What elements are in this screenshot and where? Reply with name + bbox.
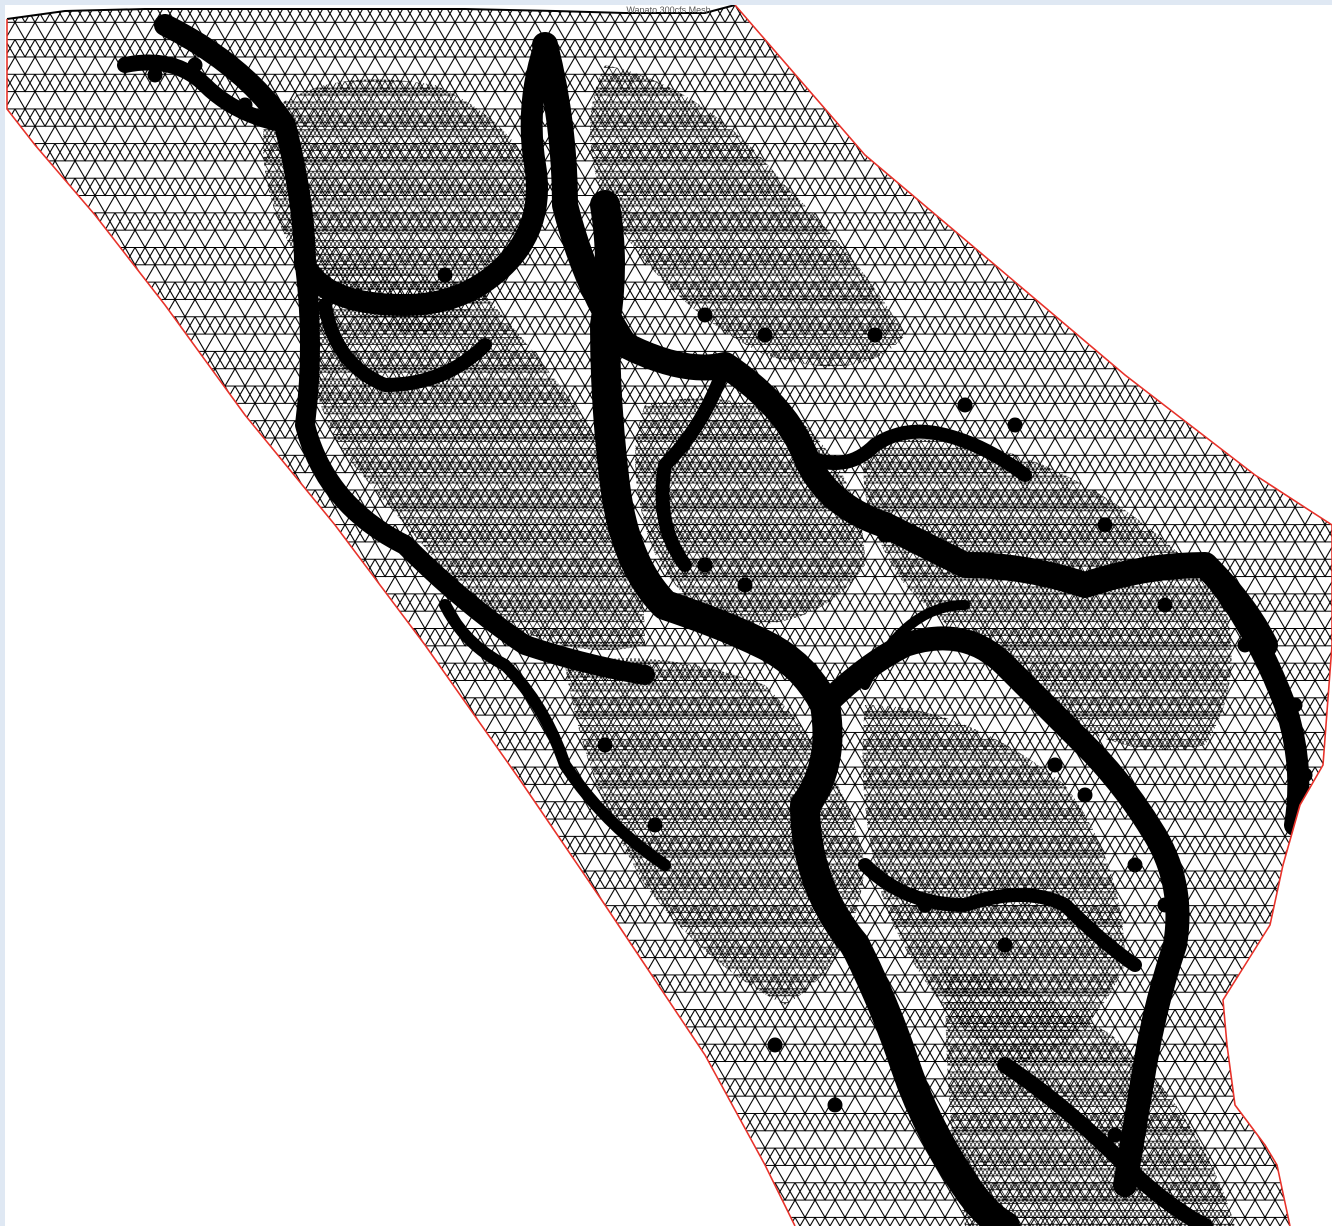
channel-band: [295, 255, 655, 685]
channel-band: [318, 298, 492, 392]
dense-node-cluster: [877, 527, 893, 543]
dense-node-cluster: [237, 97, 253, 113]
channel-band: [860, 600, 970, 690]
dense-node-cluster: [1157, 897, 1173, 913]
mesh-canvas[interactable]: Wapato 300cfs Mesh: [5, 5, 1332, 1226]
refined-mesh-regions: [263, 65, 1235, 1226]
mesh-boundary-right: [734, 5, 1332, 1226]
dense-node-cluster: [1297, 767, 1313, 783]
dense-node-cluster: [1287, 697, 1303, 713]
dense-node-cluster: [867, 327, 883, 343]
refined-region: [863, 439, 1232, 750]
channel-band: [813, 626, 1190, 1197]
dense-node-cluster: [1107, 1127, 1123, 1143]
dense-node-cluster: [697, 557, 713, 573]
dense-node-cluster: [1097, 517, 1113, 533]
triangular-mesh: [6, 5, 1332, 1226]
mesh-boundary-top: [6, 5, 736, 20]
dense-node-cluster: [597, 737, 613, 753]
dense-node-cluster: [917, 897, 933, 913]
refined-region: [862, 705, 1125, 1065]
channel-bands: [117, 14, 1313, 1226]
dense-node-cluster: [827, 1097, 843, 1113]
dense-node-cluster: [737, 577, 753, 593]
channel-band: [1194, 554, 1310, 836]
channel-band: [997, 1057, 1213, 1226]
dense-node-cluster: [617, 517, 633, 533]
channel-band: [798, 424, 1032, 482]
dense-node-cluster: [997, 937, 1013, 953]
dense-node-cluster: [1127, 857, 1143, 873]
dense-node-cluster: [1007, 417, 1023, 433]
dense-node-cluster: [697, 307, 713, 323]
channel-band: [117, 54, 293, 133]
refined-region: [303, 263, 645, 650]
refined-region: [945, 965, 1235, 1226]
refined-region: [565, 658, 865, 1005]
channel-band: [532, 32, 1278, 658]
channel-band: [858, 858, 1142, 972]
mesh-boundary-left: [6, 19, 796, 1226]
dense-node-cluster: [437, 267, 453, 283]
channel-band: [439, 599, 671, 871]
refined-region: [590, 65, 905, 367]
dense-node-cluster: [187, 57, 203, 73]
dense-node-cluster: [1157, 597, 1173, 613]
dense-node-cluster: [767, 1037, 783, 1053]
dense-node-cluster: [147, 67, 163, 83]
dense-node-cluster: [757, 327, 773, 343]
dense-node-cluster: [1237, 637, 1253, 653]
dense-node-cluster: [1077, 787, 1093, 803]
dense-node-cluster: [957, 397, 973, 413]
dense-node-cluster: [647, 817, 663, 833]
dense-node-cluster: [1047, 757, 1063, 773]
channel-band: [655, 358, 732, 572]
